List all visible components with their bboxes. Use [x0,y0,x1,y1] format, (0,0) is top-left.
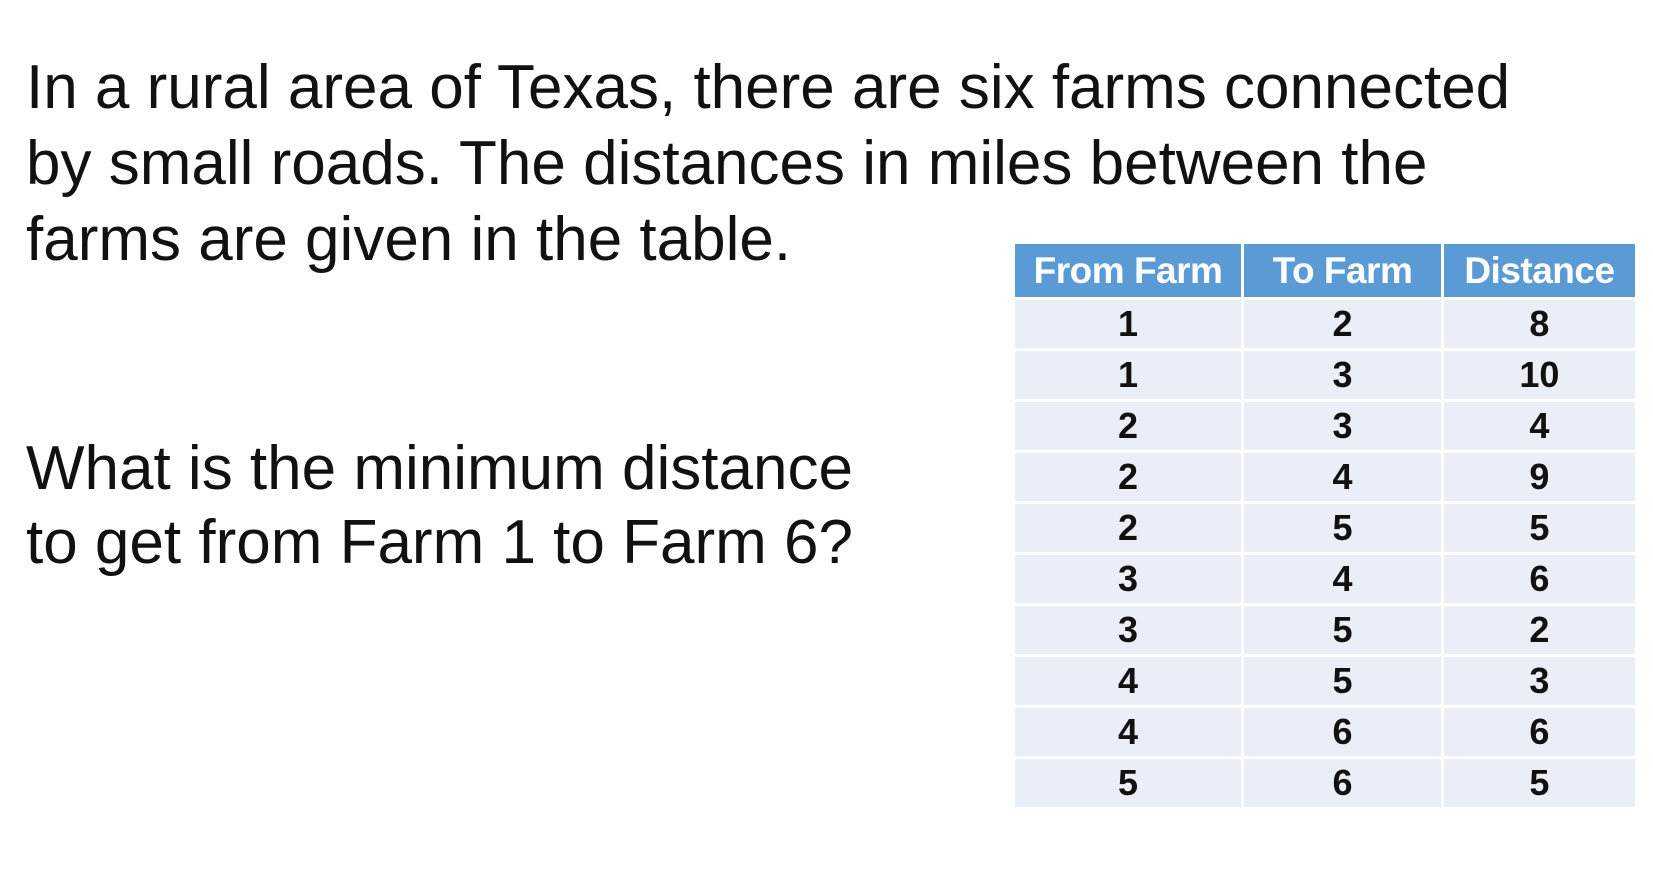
table-row: 5 6 5 [1011,756,1639,810]
from-farm-cell: 2 [1011,501,1245,555]
from-farm-cell: 2 [1011,450,1245,504]
table-row: 1 2 8 [1011,297,1639,351]
table-row: 4 6 6 [1011,705,1639,759]
to-farm-cell: 3 [1241,348,1444,402]
column-header-from-farm: From Farm [1011,241,1245,300]
to-farm-cell: 6 [1241,705,1444,759]
intro-paragraph: In a rural area of Texas, there are six … [26,50,1626,278]
from-farm-cell: 3 [1011,552,1245,606]
to-farm-cell: 2 [1241,297,1444,351]
distance-cell: 2 [1440,603,1639,657]
from-farm-cell: 4 [1011,654,1245,708]
table-row: 2 4 9 [1011,450,1639,504]
distance-cell: 10 [1440,348,1639,402]
table-row: 2 3 4 [1011,399,1639,453]
table-row: 1 3 10 [1011,348,1639,402]
distance-cell: 6 [1440,705,1639,759]
table-header-row: From Farm To Farm Distance [1011,241,1639,300]
distance-cell: 3 [1440,654,1639,708]
intro-line: by small roads. The distances in miles b… [26,129,1428,198]
question-line: What is the minimum distance [26,434,853,503]
distance-cell: 5 [1440,756,1639,810]
to-farm-cell: 6 [1241,756,1444,810]
to-farm-cell: 4 [1241,552,1444,606]
table-row: 3 5 2 [1011,603,1639,657]
distance-table: From Farm To Farm Distance 1 2 8 1 3 10 … [1011,241,1639,810]
question-paragraph: What is the minimum distance to get from… [26,432,976,580]
to-farm-cell: 5 [1241,501,1444,555]
column-header-distance: Distance [1440,241,1639,300]
table-row: 3 4 6 [1011,552,1639,606]
from-farm-cell: 3 [1011,603,1245,657]
from-farm-cell: 5 [1011,756,1245,810]
from-farm-cell: 4 [1011,705,1245,759]
from-farm-cell: 2 [1011,399,1245,453]
from-farm-cell: 1 [1011,297,1245,351]
distance-cell: 8 [1440,297,1639,351]
to-farm-cell: 4 [1241,450,1444,504]
distance-cell: 9 [1440,450,1639,504]
to-farm-cell: 5 [1241,603,1444,657]
distance-table-container: From Farm To Farm Distance 1 2 8 1 3 10 … [1011,241,1639,810]
table-row: 4 5 3 [1011,654,1639,708]
to-farm-cell: 3 [1241,399,1444,453]
distance-cell: 6 [1440,552,1639,606]
table-row: 2 5 5 [1011,501,1639,555]
distance-cell: 5 [1440,501,1639,555]
from-farm-cell: 1 [1011,348,1245,402]
to-farm-cell: 5 [1241,654,1444,708]
intro-line: farms are given in the table. [26,205,792,274]
distance-cell: 4 [1440,399,1639,453]
column-header-to-farm: To Farm [1241,241,1444,300]
question-line: to get from Farm 1 to Farm 6? [26,508,853,577]
intro-line: In a rural area of Texas, there are six … [26,53,1511,122]
